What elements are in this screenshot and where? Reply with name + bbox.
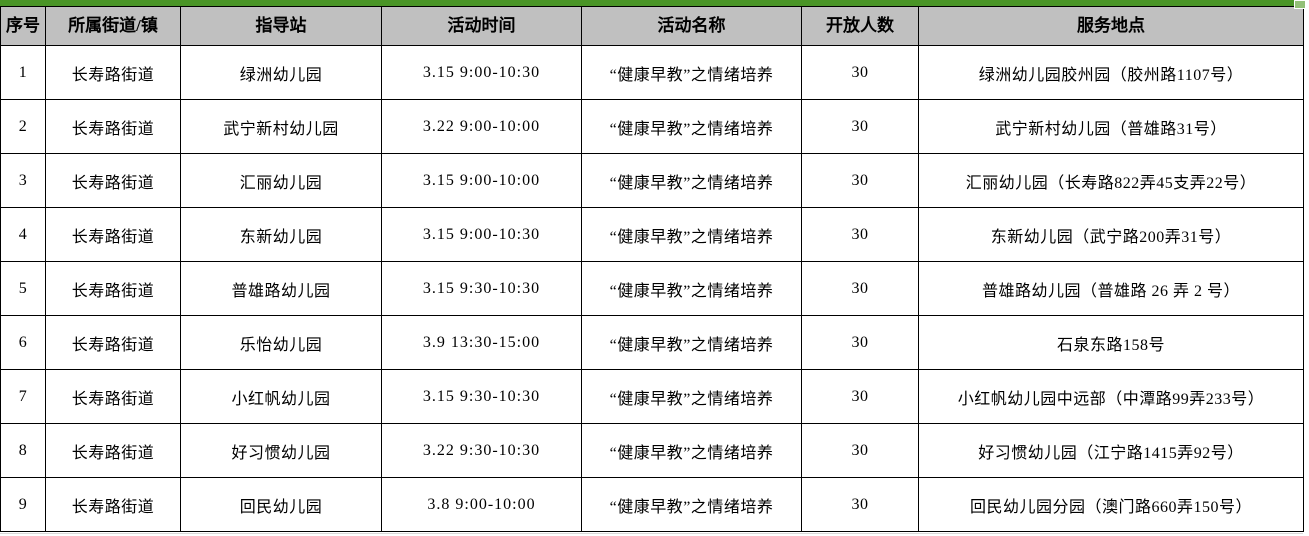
cell-activity[interactable]: “健康早教”之情绪培养: [581, 207, 802, 262]
cell-station[interactable]: 回民幼儿园: [180, 477, 382, 532]
cell-no[interactable]: 6: [0, 315, 46, 370]
cell-no[interactable]: 7: [0, 369, 46, 424]
cell-street[interactable]: 长寿路街道: [45, 45, 181, 100]
cell-location[interactable]: 武宁新村幼儿园（普雄路31号）: [918, 99, 1304, 154]
cell-time[interactable]: 3.8 9:00-10:00: [381, 477, 582, 532]
cell-no[interactable]: 1: [0, 45, 46, 100]
cell-station[interactable]: 普雄路幼儿园: [180, 261, 382, 316]
cell-no[interactable]: 4: [0, 207, 46, 262]
header-cell-capacity[interactable]: 开放人数: [801, 6, 919, 46]
cell-station[interactable]: 小红帆幼儿园: [180, 369, 382, 424]
cell-capacity[interactable]: 30: [801, 423, 919, 478]
table-row: 3 长寿路街道 汇丽幼儿园 3.15 9:00-10:00 “健康早教”之情绪培养 30 汇…: [0, 153, 1304, 208]
cell-no[interactable]: 3: [0, 153, 46, 208]
cell-time[interactable]: 3.22 9:00-10:00: [381, 99, 582, 154]
header-cell-street[interactable]: 所属街道/镇: [45, 6, 181, 46]
cell-capacity[interactable]: 30: [801, 207, 919, 262]
cell-activity[interactable]: “健康早教”之情绪培养: [581, 99, 802, 154]
cell-location[interactable]: 汇丽幼儿园（长寿路822弄45支弄22号）: [918, 153, 1304, 208]
cell-no[interactable]: 5: [0, 261, 46, 316]
table-body: 1 长寿路街道 绿洲幼儿园 3.15 9:00-10:30 “健康早教”之情绪培养 30 绿…: [0, 45, 1304, 532]
cell-location[interactable]: 东新幼儿园（武宁路200弄31号）: [918, 207, 1304, 262]
cell-no[interactable]: 2: [0, 99, 46, 154]
cell-location[interactable]: 普雄路幼儿园（普雄路 26 弄 2 号）: [918, 261, 1304, 316]
cell-time[interactable]: 3.15 9:00-10:30: [381, 207, 582, 262]
fill-handle[interactable]: [1294, 0, 1306, 9]
cell-capacity[interactable]: 30: [801, 153, 919, 208]
header-cell-activity[interactable]: 活动名称: [581, 6, 802, 46]
cell-activity[interactable]: “健康早教”之情绪培养: [581, 423, 802, 478]
cell-time[interactable]: 3.15 9:30-10:30: [381, 261, 582, 316]
cell-activity[interactable]: “健康早教”之情绪培养: [581, 477, 802, 532]
header-cell-location[interactable]: 服务地点: [918, 6, 1304, 46]
gridline-stub: [0, 533, 1303, 534]
cell-capacity[interactable]: 30: [801, 261, 919, 316]
cell-street[interactable]: 长寿路街道: [45, 261, 181, 316]
table-row: 4 长寿路街道 东新幼儿园 3.15 9:00-10:30 “健康早教”之情绪培养 30 东…: [0, 207, 1304, 262]
table-row: 7 长寿路街道 小红帆幼儿园 3.15 9:30-10:30 “健康早教”之情绪培养 30…: [0, 369, 1304, 424]
cell-capacity[interactable]: 30: [801, 477, 919, 532]
header-cell-station[interactable]: 指导站: [180, 6, 382, 46]
activity-table: 序号 所属街道/镇 指导站 活动时间 活动名称 开放人数 服务地点 1 长寿路街道…: [0, 6, 1304, 532]
table-header: 序号 所属街道/镇 指导站 活动时间 活动名称 开放人数 服务地点: [0, 6, 1304, 46]
table-row: 8 长寿路街道 好习惯幼儿园 3.22 9:30-10:30 “健康早教”之情绪培养 30…: [0, 423, 1304, 478]
cell-activity[interactable]: “健康早教”之情绪培养: [581, 315, 802, 370]
cell-no[interactable]: 9: [0, 477, 46, 532]
cell-street[interactable]: 长寿路街道: [45, 207, 181, 262]
cell-time[interactable]: 3.15 9:30-10:30: [381, 369, 582, 424]
cell-location[interactable]: 石泉东路158号: [918, 315, 1304, 370]
cell-station[interactable]: 绿洲幼儿园: [180, 45, 382, 100]
selection-border-top: [0, 0, 1294, 6]
cell-activity[interactable]: “健康早教”之情绪培养: [581, 261, 802, 316]
cell-location[interactable]: 绿洲幼儿园胶州园（胶州路1107号）: [918, 45, 1304, 100]
cell-station[interactable]: 汇丽幼儿园: [180, 153, 382, 208]
cell-time[interactable]: 3.22 9:30-10:30: [381, 423, 582, 478]
cell-street[interactable]: 长寿路街道: [45, 477, 181, 532]
cell-time[interactable]: 3.15 9:00-10:30: [381, 45, 582, 100]
table-row: 6 长寿路街道 乐怡幼儿园 3.9 13:30-15:00 “健康早教”之情绪培养 30 石…: [0, 315, 1304, 370]
cell-activity[interactable]: “健康早教”之情绪培养: [581, 153, 802, 208]
header-cell-time[interactable]: 活动时间: [381, 6, 582, 46]
cell-time[interactable]: 3.9 13:30-15:00: [381, 315, 582, 370]
table-row: 5 长寿路街道 普雄路幼儿园 3.15 9:30-10:30 “健康早教”之情绪培养 30…: [0, 261, 1304, 316]
header-cell-no[interactable]: 序号: [0, 6, 46, 46]
cell-location[interactable]: 好习惯幼儿园（江宁路1415弄92号）: [918, 423, 1304, 478]
cell-activity[interactable]: “健康早教”之情绪培养: [581, 369, 802, 424]
cell-street[interactable]: 长寿路街道: [45, 99, 181, 154]
cell-station[interactable]: 乐怡幼儿园: [180, 315, 382, 370]
cell-no[interactable]: 8: [0, 423, 46, 478]
cell-activity[interactable]: “健康早教”之情绪培养: [581, 45, 802, 100]
cell-capacity[interactable]: 30: [801, 45, 919, 100]
cell-capacity[interactable]: 30: [801, 369, 919, 424]
header-row: 序号 所属街道/镇 指导站 活动时间 活动名称 开放人数 服务地点: [0, 6, 1304, 46]
cell-station[interactable]: 东新幼儿园: [180, 207, 382, 262]
cell-street[interactable]: 长寿路街道: [45, 423, 181, 478]
cell-location[interactable]: 回民幼儿园分园（澳门路660弄150号）: [918, 477, 1304, 532]
table-row: 2 长寿路街道 武宁新村幼儿园 3.22 9:00-10:00 “健康早教”之情绪培养 3…: [0, 99, 1304, 154]
cell-capacity[interactable]: 30: [801, 99, 919, 154]
table-row: 1 长寿路街道 绿洲幼儿园 3.15 9:00-10:30 “健康早教”之情绪培养 30 绿…: [0, 45, 1304, 100]
cell-station[interactable]: 武宁新村幼儿园: [180, 99, 382, 154]
cell-location[interactable]: 小红帆幼儿园中远部（中潭路99弄233号）: [918, 369, 1304, 424]
cell-station[interactable]: 好习惯幼儿园: [180, 423, 382, 478]
table-row: 9 长寿路街道 回民幼儿园 3.8 9:00-10:00 “健康早教”之情绪培养 30 回民…: [0, 477, 1304, 532]
cell-time[interactable]: 3.15 9:00-10:00: [381, 153, 582, 208]
cell-street[interactable]: 长寿路街道: [45, 153, 181, 208]
cell-street[interactable]: 长寿路街道: [45, 315, 181, 370]
cell-street[interactable]: 长寿路街道: [45, 369, 181, 424]
cell-capacity[interactable]: 30: [801, 315, 919, 370]
